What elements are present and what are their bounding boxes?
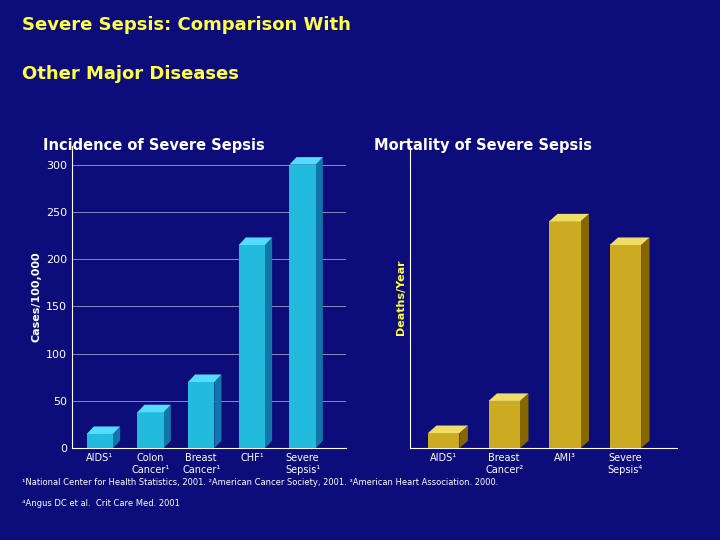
Polygon shape: [138, 413, 163, 448]
Polygon shape: [315, 157, 323, 448]
Polygon shape: [289, 157, 323, 165]
Polygon shape: [239, 245, 265, 448]
Text: ¹National Center for Health Statistics, 2001. ²American Cancer Society, 2001. ³A: ¹National Center for Health Statistics, …: [22, 478, 498, 487]
Polygon shape: [610, 245, 641, 448]
Polygon shape: [113, 427, 120, 448]
Polygon shape: [86, 427, 120, 434]
Text: ⁴Angus DC et al.  Crit Care Med. 2001: ⁴Angus DC et al. Crit Care Med. 2001: [22, 500, 179, 509]
Y-axis label: Cases/100,000: Cases/100,000: [32, 252, 42, 342]
Polygon shape: [520, 393, 528, 448]
Polygon shape: [580, 214, 589, 448]
Polygon shape: [289, 165, 315, 448]
Text: Incidence of Severe Sepsis: Incidence of Severe Sepsis: [43, 138, 265, 153]
Polygon shape: [549, 221, 580, 448]
Polygon shape: [488, 401, 520, 448]
Polygon shape: [428, 433, 459, 448]
Polygon shape: [641, 238, 649, 448]
Polygon shape: [488, 393, 528, 401]
Polygon shape: [610, 238, 649, 245]
Polygon shape: [215, 375, 222, 448]
Polygon shape: [265, 238, 272, 448]
Polygon shape: [188, 375, 222, 382]
Text: Mortality of Severe Sepsis: Mortality of Severe Sepsis: [374, 138, 593, 153]
Text: Severe Sepsis: Comparison With: Severe Sepsis: Comparison With: [22, 16, 351, 34]
Polygon shape: [239, 238, 272, 245]
Polygon shape: [138, 405, 171, 413]
Polygon shape: [163, 405, 171, 448]
Y-axis label: Deaths/Year: Deaths/Year: [396, 259, 406, 335]
Polygon shape: [549, 214, 589, 221]
Polygon shape: [86, 434, 113, 448]
Polygon shape: [428, 426, 468, 433]
Polygon shape: [188, 382, 215, 448]
Text: Other Major Diseases: Other Major Diseases: [22, 65, 238, 83]
Polygon shape: [459, 426, 468, 448]
